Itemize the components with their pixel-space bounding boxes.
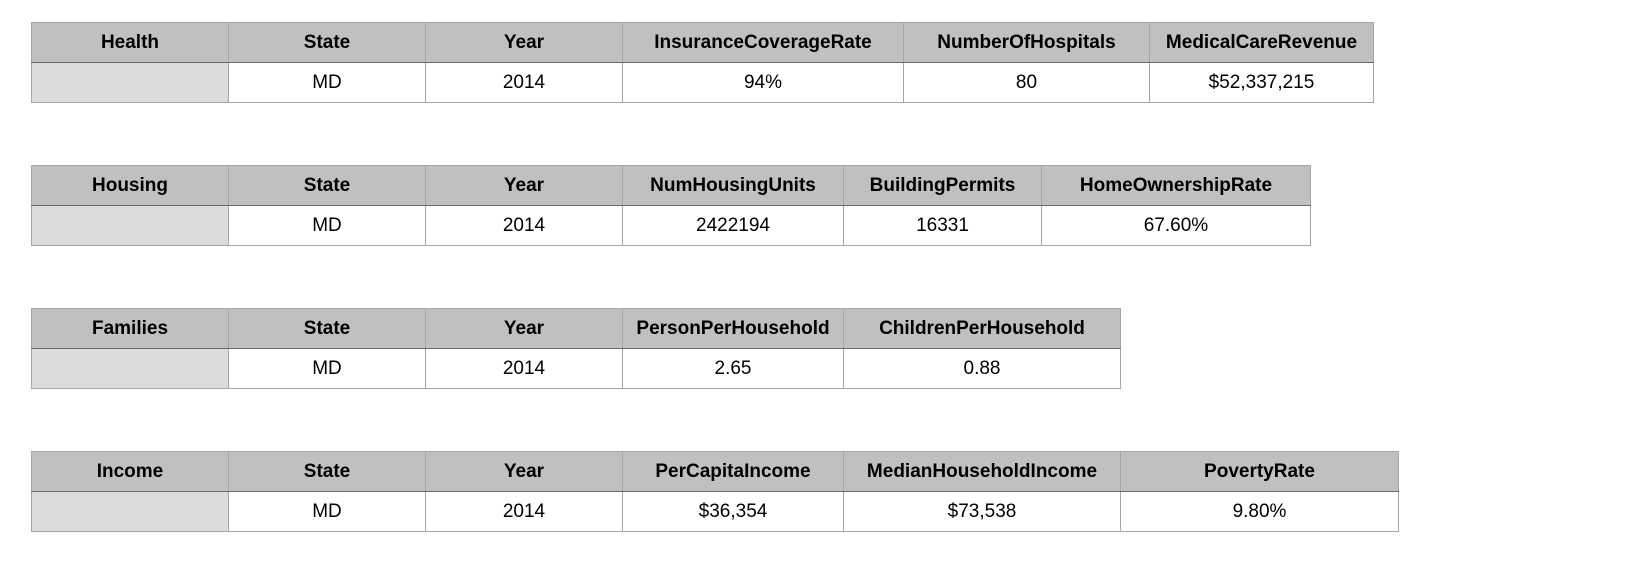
header-row: Health State Year InsuranceCoverageRate …: [31, 22, 1374, 63]
data-cell-median-household-income[interactable]: $73,538: [843, 491, 1121, 532]
header-cell-per-capita-income[interactable]: PerCapitaIncome: [622, 451, 844, 492]
data-cell-year[interactable]: 2014: [425, 205, 623, 246]
header-cell-insurance-coverage-rate[interactable]: InsuranceCoverageRate: [622, 22, 904, 63]
header-cell-state[interactable]: State: [228, 165, 426, 206]
header-cell-state[interactable]: State: [228, 451, 426, 492]
header-cell-children-per-household[interactable]: ChildrenPerHousehold: [843, 308, 1121, 349]
table-row: MD 2014 $36,354 $73,538 9.80%: [31, 491, 1399, 532]
header-cell-home-ownership-rate[interactable]: HomeOwnershipRate: [1041, 165, 1311, 206]
data-cell-num-housing-units[interactable]: 2422194: [622, 205, 844, 246]
header-cell-num-housing-units[interactable]: NumHousingUnits: [622, 165, 844, 206]
header-cell-poverty-rate[interactable]: PovertyRate: [1120, 451, 1399, 492]
data-cell-building-permits[interactable]: 16331: [843, 205, 1042, 246]
health-table: Health State Year InsuranceCoverageRate …: [31, 22, 1374, 103]
header-cell-year[interactable]: Year: [425, 165, 623, 206]
header-row: Income State Year PerCapitaIncome Median…: [31, 451, 1399, 492]
label-cell[interactable]: [31, 205, 229, 246]
table-row: MD 2014 94% 80 $52,337,215: [31, 62, 1374, 103]
header-cell-category[interactable]: Income: [31, 451, 229, 492]
data-cell-year[interactable]: 2014: [425, 348, 623, 389]
data-cell-number-of-hospitals[interactable]: 80: [903, 62, 1150, 103]
header-cell-median-household-income[interactable]: MedianHouseholdIncome: [843, 451, 1121, 492]
header-cell-number-of-hospitals[interactable]: NumberOfHospitals: [903, 22, 1150, 63]
header-cell-state[interactable]: State: [228, 308, 426, 349]
data-cell-state[interactable]: MD: [228, 491, 426, 532]
families-table: Families State Year PersonPerHousehold C…: [31, 308, 1121, 389]
data-cell-year[interactable]: 2014: [425, 491, 623, 532]
income-table: Income State Year PerCapitaIncome Median…: [31, 451, 1399, 532]
header-row: Families State Year PersonPerHousehold C…: [31, 308, 1121, 349]
header-row: Housing State Year NumHousingUnits Build…: [31, 165, 1311, 206]
label-cell[interactable]: [31, 62, 229, 103]
data-cell-home-ownership-rate[interactable]: 67.60%: [1041, 205, 1311, 246]
data-cell-person-per-household[interactable]: 2.65: [622, 348, 844, 389]
header-cell-medical-care-revenue[interactable]: MedicalCareRevenue: [1149, 22, 1374, 63]
data-cell-state[interactable]: MD: [228, 205, 426, 246]
header-cell-building-permits[interactable]: BuildingPermits: [843, 165, 1042, 206]
header-cell-person-per-household[interactable]: PersonPerHousehold: [622, 308, 844, 349]
data-cell-poverty-rate[interactable]: 9.80%: [1120, 491, 1399, 532]
data-cell-state[interactable]: MD: [228, 62, 426, 103]
header-cell-year[interactable]: Year: [425, 22, 623, 63]
label-cell[interactable]: [31, 348, 229, 389]
data-cell-insurance-coverage-rate[interactable]: 94%: [622, 62, 904, 103]
data-cell-state[interactable]: MD: [228, 348, 426, 389]
header-cell-year[interactable]: Year: [425, 451, 623, 492]
housing-table: Housing State Year NumHousingUnits Build…: [31, 165, 1311, 246]
header-cell-year[interactable]: Year: [425, 308, 623, 349]
table-row: MD 2014 2422194 16331 67.60%: [31, 205, 1311, 246]
data-cell-children-per-household[interactable]: 0.88: [843, 348, 1121, 389]
header-cell-category[interactable]: Housing: [31, 165, 229, 206]
header-cell-state[interactable]: State: [228, 22, 426, 63]
header-cell-category[interactable]: Health: [31, 22, 229, 63]
label-cell[interactable]: [31, 491, 229, 532]
data-cell-medical-care-revenue[interactable]: $52,337,215: [1149, 62, 1374, 103]
data-cell-per-capita-income[interactable]: $36,354: [622, 491, 844, 532]
header-cell-category[interactable]: Families: [31, 308, 229, 349]
table-row: MD 2014 2.65 0.88: [31, 348, 1121, 389]
data-cell-year[interactable]: 2014: [425, 62, 623, 103]
